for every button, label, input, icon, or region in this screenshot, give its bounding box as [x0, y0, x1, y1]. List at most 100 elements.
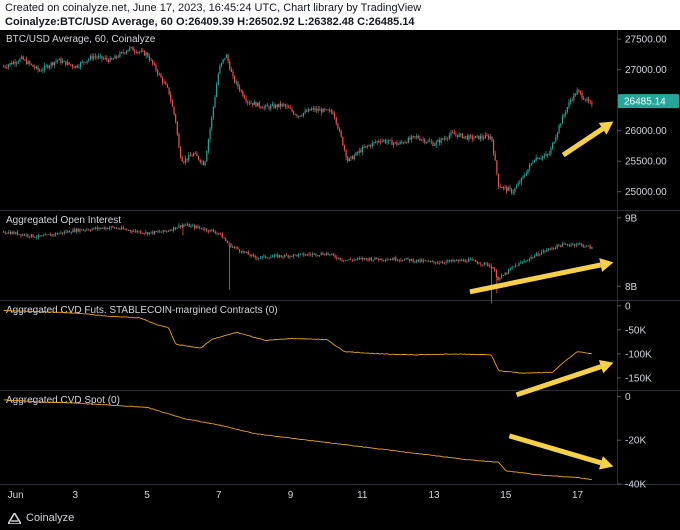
candle-body — [481, 136, 483, 138]
candle-body — [228, 242, 230, 244]
candle-body — [358, 150, 360, 153]
candle-body — [74, 229, 76, 232]
candle-body — [488, 135, 490, 139]
candle-body — [6, 233, 8, 234]
candle-body — [42, 235, 45, 237]
candle-body — [200, 227, 203, 229]
candle-body — [119, 228, 121, 230]
candle-body — [447, 138, 449, 140]
candle-body — [271, 256, 274, 258]
candle-body — [313, 253, 315, 255]
candle-body — [514, 265, 517, 267]
candle-body — [122, 227, 124, 230]
candle-body — [414, 136, 416, 137]
candle-body — [433, 144, 436, 146]
candle-body — [327, 253, 329, 255]
candle-body — [223, 237, 225, 239]
y-tick-label: 27000.00 — [625, 65, 667, 76]
candle-body — [171, 230, 173, 231]
candle-body — [391, 259, 393, 260]
candle-body — [40, 70, 42, 72]
symbol-label: Coinalyze:BTC/USD Average, 60 — [5, 16, 173, 28]
candle-body — [473, 259, 475, 261]
candle-body — [491, 136, 493, 141]
candle-body — [117, 228, 119, 229]
candle-body — [429, 140, 431, 142]
candle-body — [186, 158, 188, 160]
candle-body — [222, 59, 224, 63]
candle-body — [242, 251, 244, 253]
time-axis[interactable]: Jun 3 5 7 9 11 13 15 17 — [8, 490, 584, 501]
candle-body — [378, 141, 380, 142]
candle-body — [101, 55, 103, 59]
candle-body — [91, 228, 93, 231]
candle-body — [343, 145, 346, 150]
candle-body — [588, 98, 590, 102]
y-tick-label: 25000.00 — [625, 187, 667, 198]
candle-body — [206, 151, 208, 162]
candle-body — [540, 252, 543, 255]
candle-body — [112, 58, 114, 60]
candle-body — [471, 136, 473, 139]
candle-body — [173, 227, 175, 231]
candle-body — [407, 258, 409, 260]
candle-body — [218, 232, 220, 234]
candle-body — [139, 51, 141, 53]
candle-body — [50, 62, 52, 67]
candle-body — [153, 63, 155, 65]
candle-body — [271, 104, 273, 106]
candle-body — [343, 260, 345, 262]
candle-body — [130, 47, 133, 49]
candle-body — [34, 237, 36, 238]
candle-body — [473, 138, 475, 139]
candle-body — [525, 260, 527, 262]
candle-body — [419, 259, 421, 262]
candle-body — [143, 233, 145, 235]
candle-body — [368, 145, 370, 147]
pane-1[interactable]: BTC/USD Average, 60, Coinalyze 27500.00 27… — [2, 34, 679, 198]
candle-body — [129, 47, 131, 50]
candle-body — [232, 246, 234, 248]
candle-body — [4, 66, 6, 68]
candle-body — [65, 231, 67, 233]
candle-body — [188, 224, 190, 227]
chart-canvas[interactable]: BTC/USD Average, 60, Coinalyze 27500.00 27… — [0, 30, 680, 508]
candle-body — [45, 65, 47, 67]
candle-body — [60, 232, 62, 234]
candle-body — [150, 231, 152, 233]
candle-body — [94, 56, 96, 58]
candle-body — [214, 96, 216, 108]
candle-body — [399, 142, 401, 145]
candle-body — [27, 234, 29, 237]
candle-body — [212, 107, 214, 118]
candle-body — [91, 56, 93, 59]
candle-body — [529, 164, 531, 170]
pane-2[interactable]: Aggregated Open Interest 9B 8B — [2, 213, 638, 304]
candle-body — [253, 102, 255, 105]
candle-body — [350, 156, 352, 159]
candle-body — [579, 90, 582, 93]
pane-4[interactable]: Aggregated CVD Spot (0) 0 -20K -40K — [3, 392, 647, 491]
candle-body — [201, 161, 203, 163]
candle-body — [96, 227, 98, 229]
candle-body — [504, 272, 506, 276]
candle-body — [168, 87, 170, 95]
candle-body — [369, 258, 371, 261]
pane-3[interactable]: Aggregated CVD Futs. STABLECOIN-margined… — [3, 301, 652, 398]
candle-body — [550, 148, 552, 154]
candle-body — [148, 56, 151, 60]
candle-body — [363, 146, 365, 148]
candle-body — [67, 230, 69, 233]
candle-body — [68, 230, 71, 233]
candle-body — [66, 62, 69, 65]
candle-body — [311, 108, 313, 111]
candle-body — [268, 106, 270, 109]
candle-body — [275, 254, 277, 256]
candle-body — [161, 77, 164, 83]
candle-body — [379, 141, 382, 143]
candle-body — [424, 139, 426, 143]
candle-body — [576, 90, 578, 95]
candle-body — [534, 255, 536, 258]
candle-body — [133, 231, 135, 232]
candle-body — [481, 264, 484, 266]
